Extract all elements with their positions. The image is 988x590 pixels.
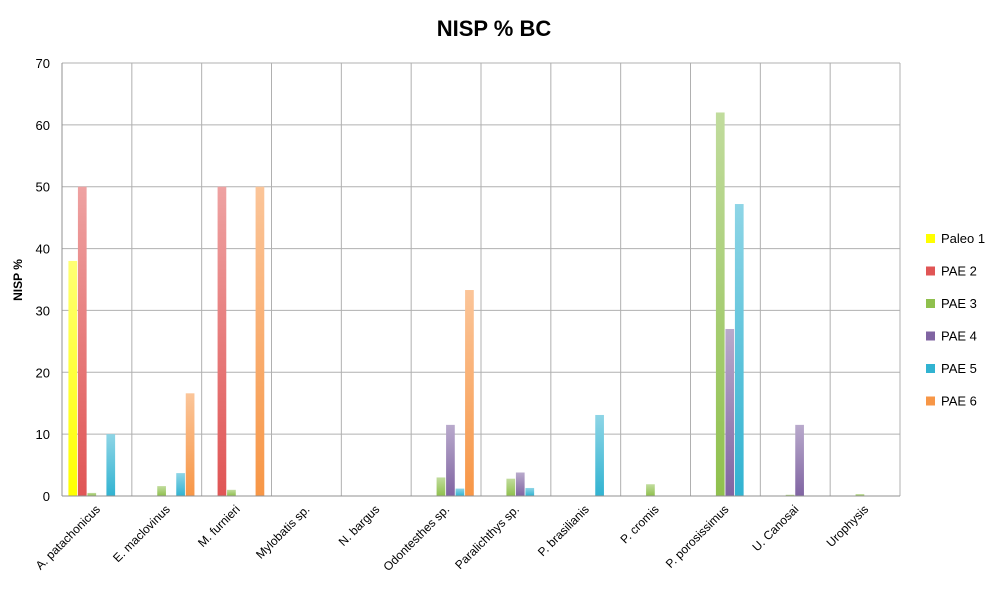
bar-pae-6 [465,290,474,496]
x-tick-label: A. patachonicus [33,502,103,572]
bar-pae-4 [795,424,804,496]
y-tick-label: 60 [36,118,50,133]
bar-pae-3 [87,492,97,496]
y-tick-label: 10 [36,427,50,442]
legend-label: PAE 3 [941,296,977,311]
x-tick-label: P. brasilianis [535,502,592,559]
legend-swatch [926,331,935,341]
bar-pae-3 [715,112,725,496]
y-tick-label: 20 [36,365,50,380]
x-tick-label: U. Canosai [749,502,801,554]
y-axis-label: NISP % [11,259,25,301]
y-tick-label: 50 [36,180,50,195]
chart-title: NISP % BC [437,16,552,41]
x-tick-labels: A. patachonicus E. maclovinus M. furnieri M… [33,502,871,574]
legend-label: Paleo 1 [941,231,985,246]
legend-label: PAE 6 [941,394,977,409]
bar-pae-2 [77,186,87,496]
bar-pae-4 [446,424,455,496]
bar-pae-3 [157,486,166,496]
gridlines [61,62,901,497]
x-tick-label: M. furnieri [195,502,243,550]
legend-swatch [926,364,935,373]
bar-pae-4 [725,328,735,496]
bar-pae-4 [515,472,525,496]
bar-paleo-1 [68,260,78,496]
bar-pae-3 [785,494,795,496]
bar-pae-6 [255,186,265,496]
bar-pae-5 [595,414,604,496]
bar-pae-5 [525,487,535,496]
y-tick-label: 70 [36,56,50,71]
bar-pae-3 [855,494,865,496]
y-tick-label: 0 [43,489,50,504]
bar-pae-5 [734,204,744,496]
legend-label: PAE 4 [941,329,977,344]
bar-pae-5 [176,473,185,496]
bar-pae-2 [217,186,227,496]
bars [68,112,865,496]
bar-pae-3 [646,484,655,496]
bar-pae-3 [227,489,236,496]
legend: Paleo 1 PAE 2 PAE 3 PAE 4 PAE 5 PAE 6 [926,231,985,409]
legend-swatch [926,396,935,406]
legend-label: PAE 2 [941,264,977,279]
legend-swatch [926,266,935,276]
x-tick-label: P. porosissimus [663,502,732,571]
legend-swatch [926,234,935,243]
x-tick-label: N. bargus [336,502,383,549]
axes [61,63,900,497]
x-tick-label: Urophysis [824,502,872,550]
x-tick-label: P. cromis [618,502,662,546]
bar-pae-5 [106,434,116,496]
y-tick-label: 40 [36,242,50,257]
x-tick-label: E. maclovinus [110,502,173,565]
x-tick-label: Odontesthes sp. [381,502,453,574]
bar-pae-3 [506,478,516,496]
bar-pae-5 [455,488,465,496]
y-tick-labels: 0 10 20 30 40 50 60 70 [36,56,50,504]
legend-label: PAE 5 [941,361,977,376]
bar-pae-3 [436,477,446,496]
legend-swatch [926,299,935,308]
x-tick-label: Paralichthys sp. [452,502,522,572]
y-tick-label: 30 [36,303,50,318]
bar-pae-6 [185,393,195,496]
x-tick-label: Mylobatis sp. [253,502,312,561]
